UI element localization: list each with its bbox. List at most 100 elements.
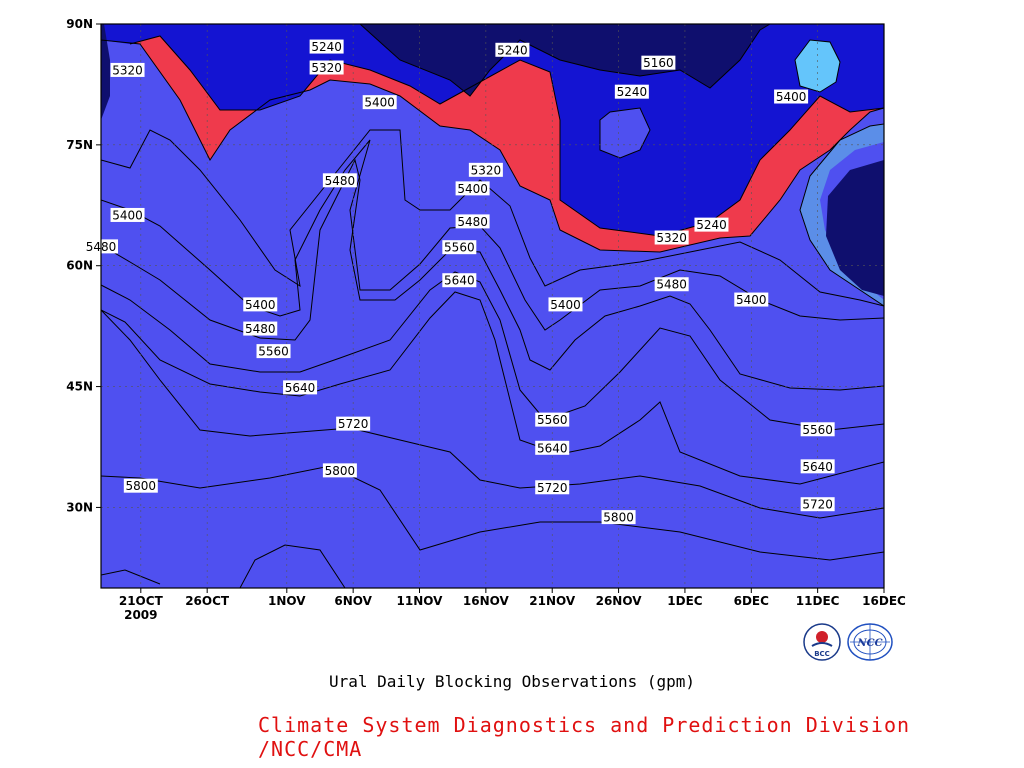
- contour-label-bg: [243, 321, 278, 336]
- contour-label-bg: [495, 42, 530, 57]
- contour-label-bg: [110, 62, 145, 77]
- contour-label-bg: [243, 297, 278, 312]
- contour-label: 5320: [309, 60, 344, 75]
- x-tick-label: 6NOV: [334, 594, 372, 608]
- contour-label-text: 5480: [457, 215, 488, 229]
- contour-label-text: 5480: [325, 174, 356, 188]
- x-tick-label: 21NOV: [529, 594, 576, 608]
- svg-text:NCC: NCC: [856, 638, 882, 649]
- contour-line: [799, 123, 884, 307]
- ncc-logo: NCC: [846, 622, 893, 662]
- contour-label-bg: [123, 478, 158, 493]
- contour-label-text: 5640: [802, 460, 833, 474]
- contour-label: 5560: [535, 412, 570, 427]
- contour-label-bg: [442, 273, 477, 288]
- contour-label-text: 5720: [338, 417, 369, 431]
- contour-label-text: 5400: [364, 96, 395, 110]
- contour-label-text: 5560: [802, 423, 833, 437]
- x-tick-label: 21OCT: [119, 594, 164, 608]
- contour-label-text: 5400: [112, 208, 143, 222]
- contour-line: [101, 271, 884, 431]
- contour-label-bg: [468, 162, 503, 177]
- contour-label-bg: [322, 463, 357, 478]
- contour-fill-layer: [101, 24, 884, 588]
- x-tick-label: 11DEC: [796, 594, 840, 608]
- contour-label: 5560: [800, 422, 835, 437]
- y-tick-label: 45N: [66, 380, 93, 394]
- x-tick-label: 1DEC: [667, 594, 703, 608]
- contour-label: 5400: [243, 297, 278, 312]
- contour-line: [101, 129, 884, 307]
- x-tick-label: 16NOV: [463, 594, 510, 608]
- contour-label-text: 5400: [245, 298, 276, 312]
- contour-label-bg: [548, 297, 583, 312]
- contour-line: [794, 39, 841, 93]
- contour-label: 5720: [535, 480, 570, 495]
- contour-line: [239, 544, 346, 588]
- contour-label-bg: [455, 181, 490, 196]
- contour-label: 5720: [336, 416, 371, 431]
- contour-label: 5240: [309, 39, 344, 54]
- contour-label-text: 5400: [550, 298, 581, 312]
- contour-label-text: 5240: [617, 85, 648, 99]
- contour-label-text: 5720: [802, 498, 833, 512]
- contour-label-text: 5240: [497, 43, 528, 57]
- bcc-logo: BCC: [802, 622, 842, 662]
- contour-label-text: 5640: [285, 381, 316, 395]
- contour-label: 5560: [256, 344, 291, 359]
- contour-line: [129, 35, 884, 237]
- contour-label: 5480: [455, 214, 490, 229]
- contour-label: 5480: [654, 277, 689, 292]
- y-tick-label: 30N: [66, 500, 93, 514]
- contour-label-text: 5400: [776, 90, 807, 104]
- credit-line: Climate System Diagnostics and Predictio…: [258, 713, 911, 761]
- contour-label: 5720: [800, 497, 835, 512]
- contour-label-text: 5640: [537, 441, 568, 455]
- contour-label-bg: [774, 89, 809, 104]
- contour-label-text: 5800: [325, 464, 356, 478]
- contour-line: [599, 107, 651, 159]
- contour-label: 5480: [322, 173, 357, 188]
- contour-labels: 5240 5240 5160 5320 5320 5240 5400 5400 5320 5480…: [84, 39, 835, 525]
- contour-line: [359, 24, 771, 97]
- contour-label-bg: [641, 55, 676, 70]
- band-5160-5240: [101, 40, 884, 588]
- chart-title: Ural Daily Blocking Observations (gpm): [328, 672, 696, 691]
- contour-label: 5400: [734, 292, 769, 307]
- contour-label-text: 5240: [696, 218, 727, 232]
- x-tick-label: 1NOV: [268, 594, 306, 608]
- svg-text:BCC: BCC: [814, 650, 830, 658]
- contour-label-bg: [614, 84, 649, 99]
- contour-label: 5800: [123, 478, 158, 493]
- band-5160-low: [101, 24, 884, 236]
- contour-label: 5640: [442, 273, 477, 288]
- contour-label-text: 5320: [311, 61, 342, 75]
- contour-label-bg: [442, 240, 477, 255]
- contour-label: 5400: [110, 207, 145, 222]
- contour-label: 5800: [322, 463, 357, 478]
- y-tick-label: 90N: [66, 17, 93, 31]
- contour-label-bg: [309, 60, 344, 75]
- contour-label: 5640: [283, 380, 318, 395]
- contour-label: 5320: [654, 230, 689, 245]
- x-tick-label: 16DEC: [862, 594, 906, 608]
- contour-label-bg: [336, 416, 371, 431]
- contour-label-bg: [654, 230, 689, 245]
- contour-label-text: 5400: [736, 293, 767, 307]
- contour-label: 5400: [548, 297, 583, 312]
- contour-label: 5400: [774, 89, 809, 104]
- contour-label-text: 5560: [258, 345, 289, 359]
- contour-label: 5320: [110, 62, 145, 77]
- contour-label: 5640: [535, 440, 570, 455]
- contour-label: 5240: [614, 84, 649, 99]
- contour-label-text: 5800: [126, 479, 157, 493]
- contour-label-bg: [535, 440, 570, 455]
- contour-label: 5240: [495, 42, 530, 57]
- contour-label-text: 5640: [444, 274, 475, 288]
- contour-label: 5640: [800, 459, 835, 474]
- contour-label-bg: [362, 95, 397, 110]
- contour-label-text: 5320: [656, 231, 687, 245]
- contour-label-text: 5720: [537, 481, 568, 495]
- contour-label-text: 5800: [603, 511, 634, 525]
